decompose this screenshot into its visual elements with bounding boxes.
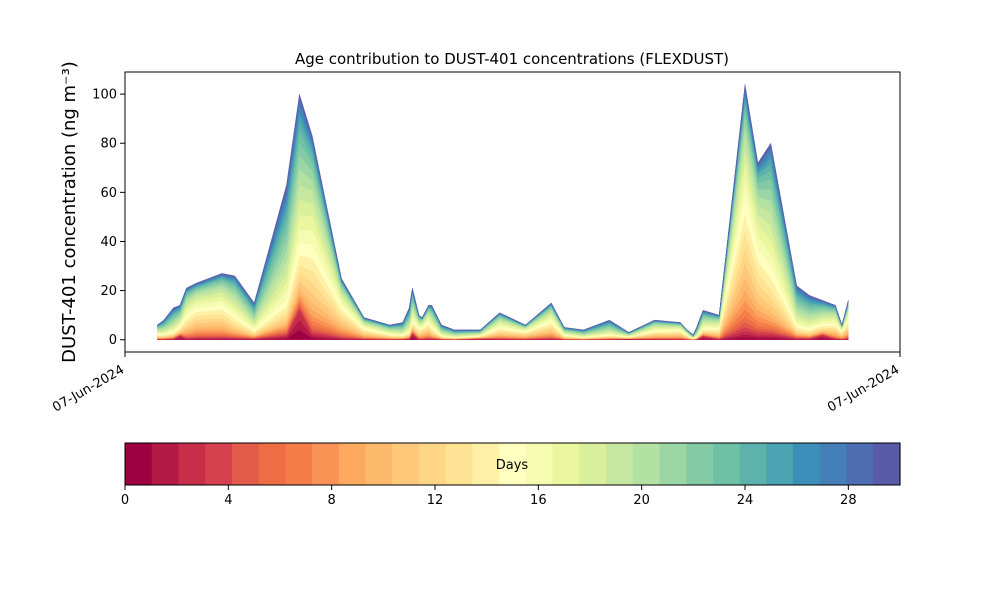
colorbar-segment — [846, 443, 874, 485]
colorbar — [125, 443, 901, 485]
y-axis: 0 20 40 60 80 100 — [92, 88, 125, 348]
y-tick-label: 100 — [92, 88, 117, 103]
x-axis: 07-Jun-2024 07-Jun-2024 — [50, 352, 902, 415]
stacked-area-layers — [157, 84, 849, 340]
age-layer-28 — [157, 84, 849, 336]
colorbar-ticks: 0 4 8 12 16 20 24 28 — [121, 485, 857, 508]
plot-frame — [124, 71, 901, 353]
colorbar-segment — [766, 443, 794, 485]
colorbar-segment — [606, 443, 634, 485]
colorbar-segment — [125, 443, 153, 485]
colorbar-segment — [552, 443, 580, 485]
colorbar-segment — [819, 443, 848, 485]
y-tick-label: 40 — [100, 235, 117, 250]
colorbar-segment — [285, 443, 313, 485]
colorbar-tick-label: 28 — [840, 493, 857, 508]
x-tick-label: 07-Jun-2024 — [825, 362, 902, 415]
colorbar-segment — [338, 443, 367, 485]
y-tick-label: 0 — [109, 333, 117, 348]
y-tick-label: 60 — [100, 186, 117, 201]
colorbar-segment — [392, 443, 420, 485]
colorbar-tick-label: 24 — [737, 493, 754, 508]
colorbar-tick-label: 4 — [224, 493, 232, 508]
colorbar-segment — [659, 443, 687, 485]
colorbar-segment — [632, 443, 661, 485]
colorbar-segment — [873, 443, 901, 485]
colorbar-segment — [231, 443, 260, 485]
colorbar-segment — [258, 443, 286, 485]
colorbar-segment — [793, 443, 821, 485]
colorbar-segment — [686, 443, 714, 485]
colorbar-segment — [472, 443, 500, 485]
colorbar-segment — [712, 443, 741, 485]
colorbar-segment — [499, 443, 527, 485]
colorbar-frame — [124, 442, 901, 486]
colorbar-tick-label: 0 — [121, 493, 129, 508]
colorbar-tick-label: 20 — [633, 493, 650, 508]
x-tick-label: 07-Jun-2024 — [50, 362, 127, 415]
y-axis-label: DUST-401 concentration (ng m⁻³) — [59, 61, 80, 363]
colorbar-tick-label: 16 — [530, 493, 547, 508]
colorbar-segment — [312, 443, 340, 485]
colorbar-segment — [178, 443, 206, 485]
colorbar-segment — [739, 443, 767, 485]
colorbar-label: Days — [496, 458, 529, 473]
colorbar-segment — [205, 443, 233, 485]
y-tick-label: 80 — [100, 137, 117, 152]
colorbar-segment — [579, 443, 607, 485]
colorbar-segment — [365, 443, 393, 485]
colorbar-tick-label: 12 — [427, 493, 444, 508]
colorbar-segment — [418, 443, 447, 485]
chart-title: Age contribution to DUST-401 concentrati… — [295, 50, 729, 68]
colorbar-tick-label: 8 — [328, 493, 336, 508]
colorbar-segment — [525, 443, 554, 485]
colorbar-segment — [151, 443, 180, 485]
colorbar-segment — [445, 443, 474, 485]
y-tick-label: 20 — [100, 284, 117, 299]
